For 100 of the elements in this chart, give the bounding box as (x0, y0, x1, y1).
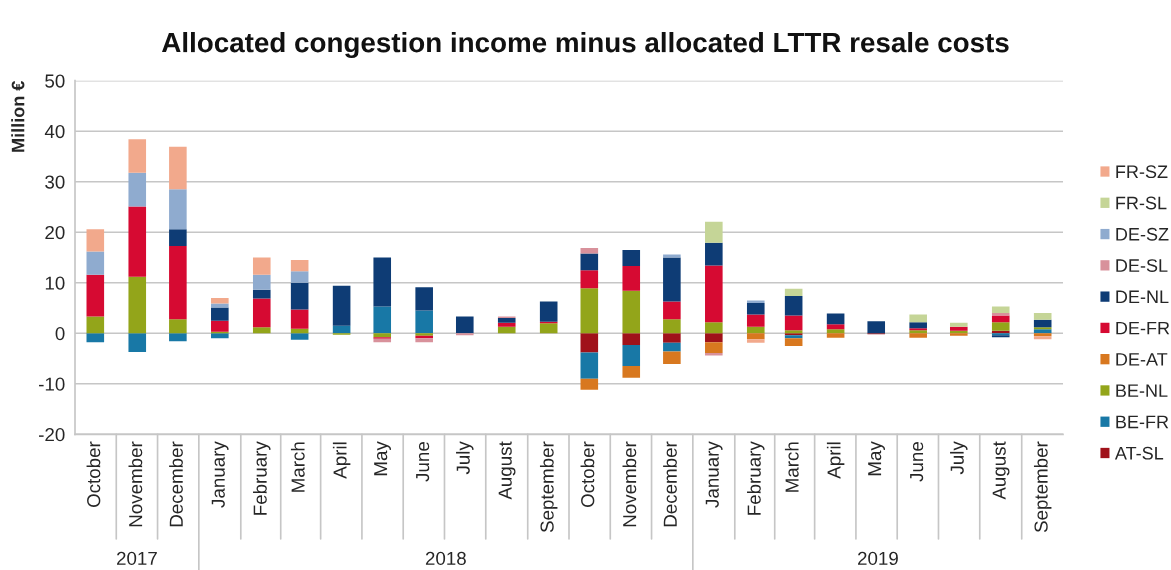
legend-label: DE-AT (1116, 353, 1168, 366)
bar (949, 326, 968, 331)
legend-label: DE-SZ (1116, 227, 1169, 241)
legend-label: DE-FR (1116, 321, 1170, 335)
bar (991, 315, 1010, 323)
bar (784, 288, 803, 296)
legend-label: FR-SL (1116, 196, 1167, 210)
bar (497, 322, 516, 327)
bar (705, 242, 723, 266)
x-tick-label: June (416, 442, 430, 482)
legend-label: BE-FR (1116, 415, 1169, 429)
x-tick-label: April (332, 442, 351, 479)
bar (784, 315, 803, 331)
legend-label: FR-SZ (1116, 165, 1168, 179)
y-tick-label: 0 (55, 326, 65, 341)
text: 2018 (425, 551, 466, 566)
bar (746, 300, 765, 303)
x-tick-label: July (950, 441, 968, 475)
bar (909, 314, 927, 323)
bar (86, 274, 105, 317)
bar (622, 266, 641, 291)
bar (128, 333, 147, 352)
bar (746, 314, 765, 327)
bar (252, 274, 271, 290)
bar (415, 310, 433, 334)
bar (826, 313, 845, 325)
bar (705, 221, 723, 243)
bar (663, 301, 681, 320)
y-tick-label: 50 (45, 74, 65, 88)
bar (622, 290, 641, 334)
bar (252, 298, 271, 328)
bar (455, 333, 474, 336)
bar (290, 309, 309, 329)
x-tick-label: May (374, 441, 391, 476)
bar (169, 245, 187, 320)
bar (169, 319, 187, 334)
bar (211, 320, 229, 332)
bar (622, 366, 641, 378)
bar (1033, 313, 1052, 320)
bar (746, 302, 765, 315)
bar (826, 333, 845, 338)
bar (497, 326, 516, 334)
chart-title: Allocated congestion income minus allocated LTTR resale costs (161, 31, 1009, 59)
bar (1033, 329, 1052, 334)
y-tick-label: 10 (45, 276, 65, 290)
x-tick-label: August (992, 441, 1010, 500)
y-tick-label: 40 (44, 124, 65, 139)
bar (86, 333, 105, 343)
x-tick-label: September (1033, 441, 1052, 533)
x-tick-label: December (663, 441, 677, 527)
bar (169, 146, 187, 190)
x-tick-label: March (784, 442, 799, 492)
bar (909, 333, 927, 338)
bar (1033, 327, 1052, 330)
bar (252, 327, 271, 334)
x-tick-label: May (868, 441, 885, 476)
x-tick-label: October (580, 441, 595, 508)
bar (746, 326, 765, 334)
bar (746, 333, 765, 340)
y-tick-label: 20 (45, 225, 65, 240)
bar (705, 265, 723, 323)
bar (663, 333, 681, 343)
bar (86, 316, 105, 334)
x-tick-label: February (253, 441, 271, 515)
bar (705, 342, 723, 353)
bar (663, 342, 681, 352)
x-tick-label: September (539, 441, 558, 533)
bar (826, 329, 845, 334)
x-tick-label: October (86, 441, 101, 508)
bar (455, 316, 474, 334)
bar (784, 295, 803, 316)
x-tick-label: November (622, 441, 637, 527)
bar (373, 257, 392, 307)
bar (128, 276, 147, 334)
y-axis-title: Million € (11, 81, 25, 152)
bar (332, 285, 351, 326)
x-tick-label: January (705, 441, 723, 508)
x-tick-label: December (169, 441, 183, 527)
bar (290, 333, 309, 340)
bar (663, 319, 681, 334)
bar (169, 189, 187, 230)
bar (128, 139, 147, 173)
bar (705, 333, 723, 343)
bar (252, 289, 271, 299)
bar (169, 229, 187, 246)
bar (373, 333, 392, 338)
legend-label: DE-SL (1116, 259, 1168, 272)
bar (991, 322, 1010, 331)
y-tick-label: -10 (39, 377, 65, 391)
bar (415, 338, 433, 343)
bar (290, 271, 309, 283)
bar (991, 306, 1010, 314)
x-tick-label: April (826, 442, 845, 479)
bar (211, 297, 229, 304)
bar (373, 306, 392, 334)
bar (784, 338, 803, 346)
x-tick-label: June (910, 442, 924, 482)
bar (290, 260, 309, 272)
bar (622, 249, 641, 267)
bar (86, 229, 105, 252)
